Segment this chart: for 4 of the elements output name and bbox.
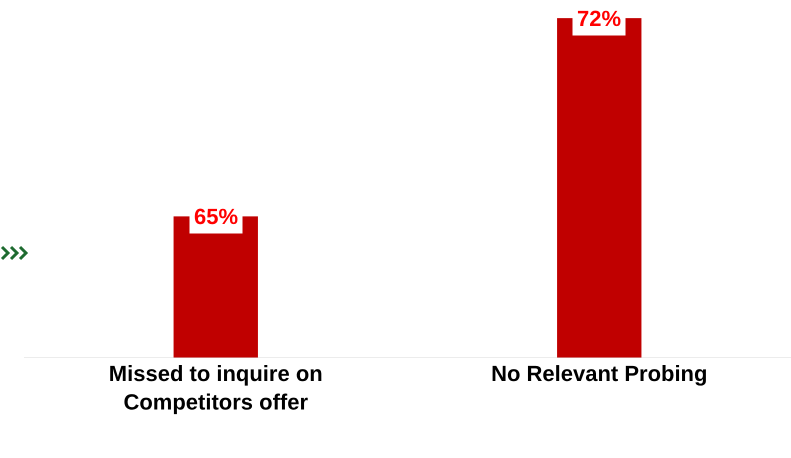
x-tick-label: Missed to inquire on Competitors offer: [108, 361, 323, 415]
x-tick-label: No Relevant Probing: [491, 361, 708, 386]
data-label: 65%: [194, 204, 238, 229]
data-label: 72%: [577, 6, 622, 31]
